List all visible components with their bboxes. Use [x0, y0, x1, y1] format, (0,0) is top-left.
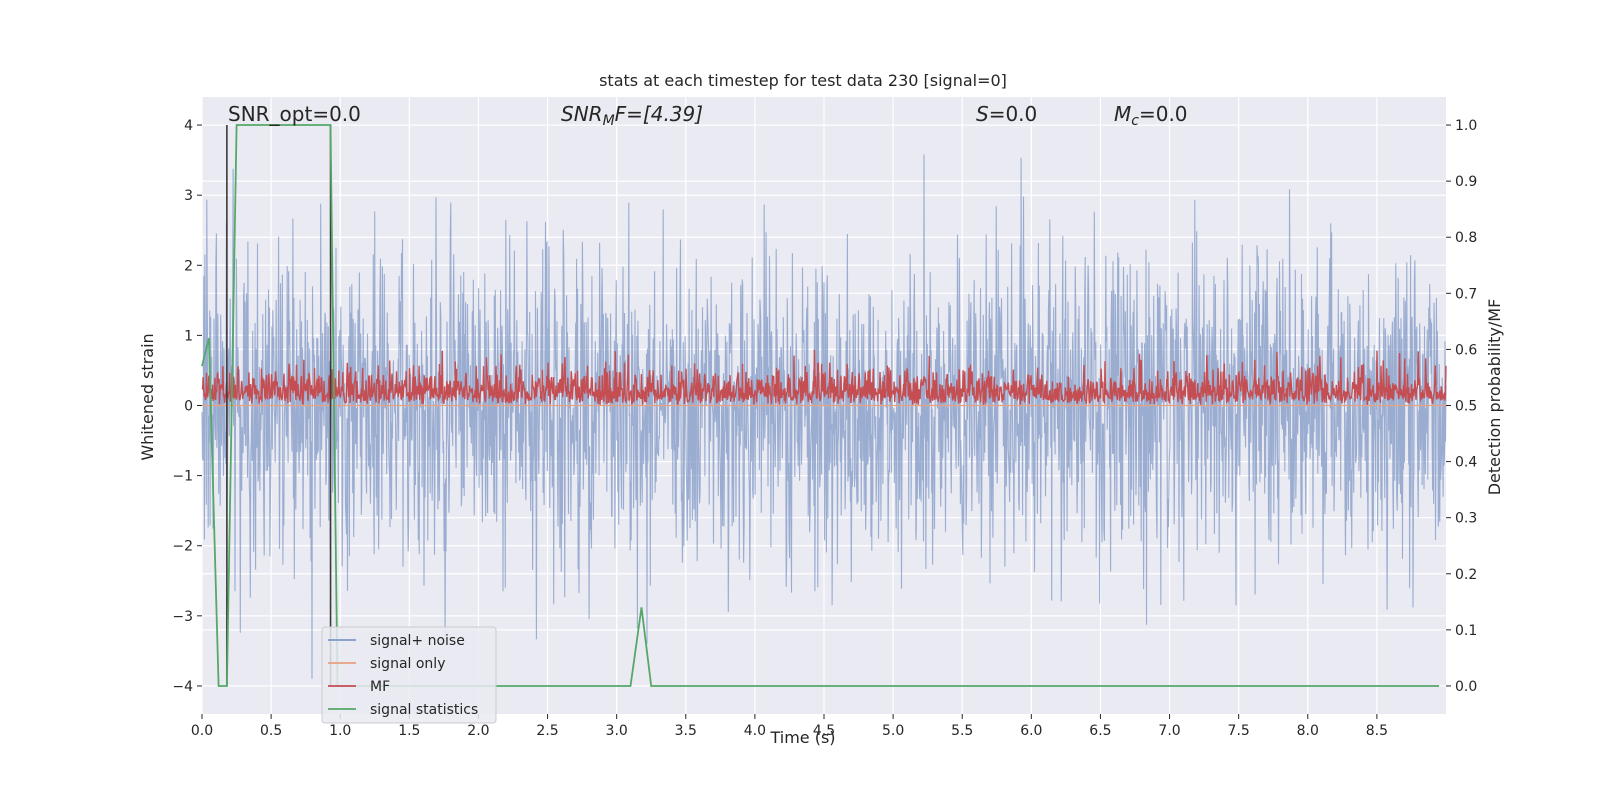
legend-label-signal-statistics: signal statistics	[370, 702, 478, 718]
y2-tick-label: 0.0	[1455, 679, 1477, 695]
snr-mf-rest: F=[4.39]	[615, 102, 703, 126]
x-tick-label: 1.5	[398, 723, 420, 739]
annotation-snr-opt: SNR_opt=0.0	[228, 102, 361, 126]
signal-statistics-line	[201, 124, 1440, 687]
annotation-snr-mf: SNRMF=[4.39]	[561, 102, 703, 129]
y-tick-label: −2	[172, 539, 193, 555]
y-tick-label: 0	[184, 399, 193, 415]
snr-mf-subscript: M	[603, 113, 615, 129]
x-tick-label: 0.0	[191, 723, 213, 739]
mf-line	[201, 349, 1447, 406]
y-tick-label: 1	[184, 328, 193, 344]
mf-series	[201, 349, 1447, 406]
y2-tick-label: 0.4	[1455, 455, 1477, 471]
legend-box	[321, 626, 497, 724]
x-tick-label: 2.5	[536, 723, 558, 739]
y2-axis-ticks: 1.0 0.9 0.8 0.7 0.6 0.5 0.4 0.3 0.2 0.1 0.0	[1446, 118, 1477, 695]
y-tick-label: −4	[172, 679, 193, 695]
y2-tick-label: 0.7	[1455, 286, 1477, 302]
x-tick-label: 5.0	[882, 723, 904, 739]
s-symbol: S	[976, 102, 989, 126]
y2-tick-label: 0.1	[1455, 623, 1477, 639]
y-tick-label: 3	[184, 188, 193, 204]
y-axis-label: Whitened strain	[138, 333, 157, 460]
y2-tick-label: 0.3	[1455, 511, 1477, 527]
snr-mf-symbol: SNR	[561, 102, 603, 126]
mc-subscript: c	[1131, 113, 1139, 129]
vertical-markers	[226, 125, 332, 686]
mc-rest: =0.0	[1139, 102, 1188, 126]
x-tick-label: 4.5	[813, 723, 835, 739]
x-tick-label: 4.0	[744, 723, 766, 739]
x-tick-label: 3.0	[606, 723, 628, 739]
y-tick-label: −3	[172, 609, 193, 625]
x-tick-label: 1.0	[329, 723, 351, 739]
x-tick-label: 7.5	[1228, 723, 1250, 739]
x-axis-label: Time (s)	[769, 728, 835, 747]
x-tick-label: 5.5	[951, 723, 973, 739]
legend-label-signal-noise: signal+ noise	[370, 633, 465, 649]
x-tick-label: 2.0	[467, 723, 489, 739]
y2-axis-label: Detection probability/MF	[1485, 299, 1504, 496]
chart-title: stats at each timestep for test data 230…	[599, 71, 1007, 90]
annotation-mc: Mc=0.0	[1114, 102, 1188, 129]
x-tick-label: 3.5	[675, 723, 697, 739]
y2-tick-label: 0.5	[1455, 399, 1477, 415]
y2-tick-label: 0.2	[1455, 567, 1477, 583]
y2-tick-label: 1.0	[1455, 118, 1477, 134]
x-tick-label: 7.0	[1158, 723, 1180, 739]
x-tick-label: 8.0	[1297, 723, 1319, 739]
x-axis-ticks: 0.0 0.5 1.0 1.5 2.0 2.5 3.0 3.5 4.0 4.5 5.0 5.5 6.0 6…	[191, 714, 1388, 739]
y-tick-label: −1	[172, 469, 193, 485]
legend: signal+ noise signal only MF signal stat…	[321, 626, 497, 724]
annotation-s: S=0.0	[976, 102, 1037, 126]
signal-statistics-series	[201, 124, 1440, 687]
mc-symbol: M	[1114, 102, 1131, 126]
y-tick-label: 4	[184, 118, 193, 134]
y2-tick-label: 0.6	[1455, 342, 1477, 358]
x-tick-label: 8.5	[1366, 723, 1388, 739]
x-tick-label: 6.5	[1089, 723, 1111, 739]
y2-tick-label: 0.8	[1455, 230, 1477, 246]
legend-label-signal-only: signal only	[370, 656, 445, 672]
x-tick-label: 6.0	[1020, 723, 1042, 739]
y-tick-label: 2	[184, 258, 193, 274]
y2-tick-label: 0.9	[1455, 174, 1477, 190]
legend-label-mf: MF	[370, 679, 390, 695]
s-rest: =0.0	[989, 102, 1038, 126]
y-axis-ticks: 4 3 2 1 0 −1 −2 −3 −4	[172, 118, 202, 695]
x-tick-label: 0.5	[260, 723, 282, 739]
